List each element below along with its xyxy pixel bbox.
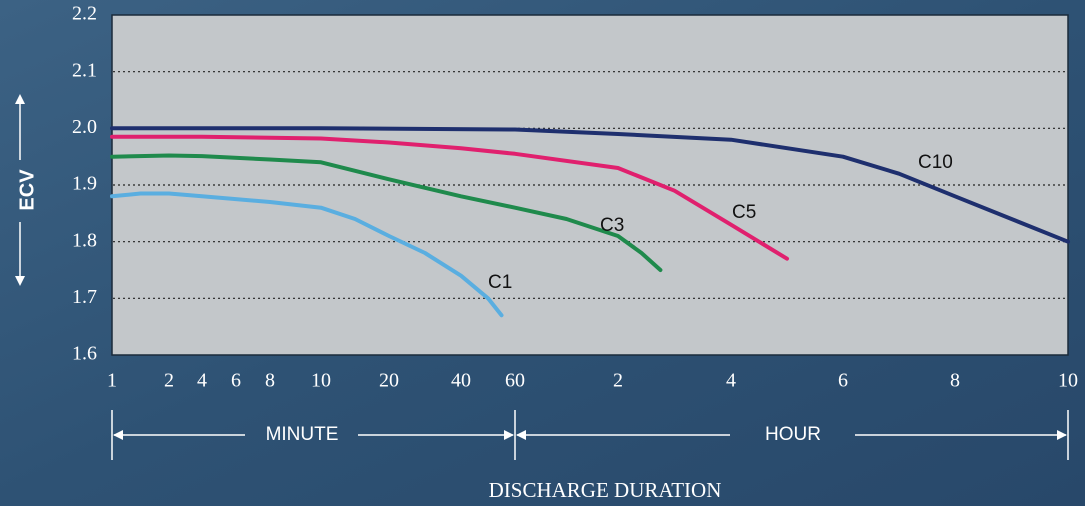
y-tick-label: 1.9 bbox=[72, 173, 97, 195]
series-label: C1 bbox=[488, 272, 512, 293]
x-tick-label: 60 bbox=[505, 370, 525, 392]
x-tick-label: 2 bbox=[164, 370, 174, 392]
x-tick-label: 4 bbox=[197, 370, 207, 392]
x-tick-label: 6 bbox=[231, 370, 241, 392]
series-label: C3 bbox=[600, 215, 624, 236]
y-tick-label: 2.2 bbox=[72, 3, 97, 25]
x-tick-label: 10 bbox=[311, 370, 331, 392]
section-label: MINUTE bbox=[266, 424, 339, 445]
y-label: ECV bbox=[16, 169, 38, 211]
chart: 1.6 1.7 1.8 1.9 2.0 2.1 2.2 1 2 4 6 8 10 20 40 60 2 4 6 8 10… bbox=[0, 0, 1085, 506]
page: {"chart_data": {"type": "line", "ylabel"… bbox=[0, 0, 1085, 506]
x-tick-label: 8 bbox=[265, 370, 275, 392]
y-tick-label: 1.6 bbox=[72, 343, 97, 365]
y-tick-label: 2.0 bbox=[72, 116, 97, 138]
y-tick-label: 1.8 bbox=[72, 229, 97, 251]
y-tick-label: 1.7 bbox=[72, 286, 97, 308]
x-tick-label: 2 bbox=[613, 370, 623, 392]
x-tick-label: 1 bbox=[107, 370, 117, 392]
section-label: HOUR bbox=[765, 424, 821, 445]
x-tick-label: 40 bbox=[451, 370, 471, 392]
x-label: DISCHARGE DURATION bbox=[489, 478, 722, 502]
x-tick-label: 4 bbox=[726, 370, 736, 392]
x-tick-label: 10 bbox=[1058, 370, 1078, 392]
x-tick-label: 20 bbox=[379, 370, 399, 392]
y-tick-label: 2.1 bbox=[72, 59, 97, 81]
x-tick-label: 6 bbox=[838, 370, 848, 392]
series-label: C10 bbox=[918, 152, 953, 173]
series-label: C5 bbox=[732, 202, 756, 223]
x-tick-label: 8 bbox=[950, 370, 960, 392]
